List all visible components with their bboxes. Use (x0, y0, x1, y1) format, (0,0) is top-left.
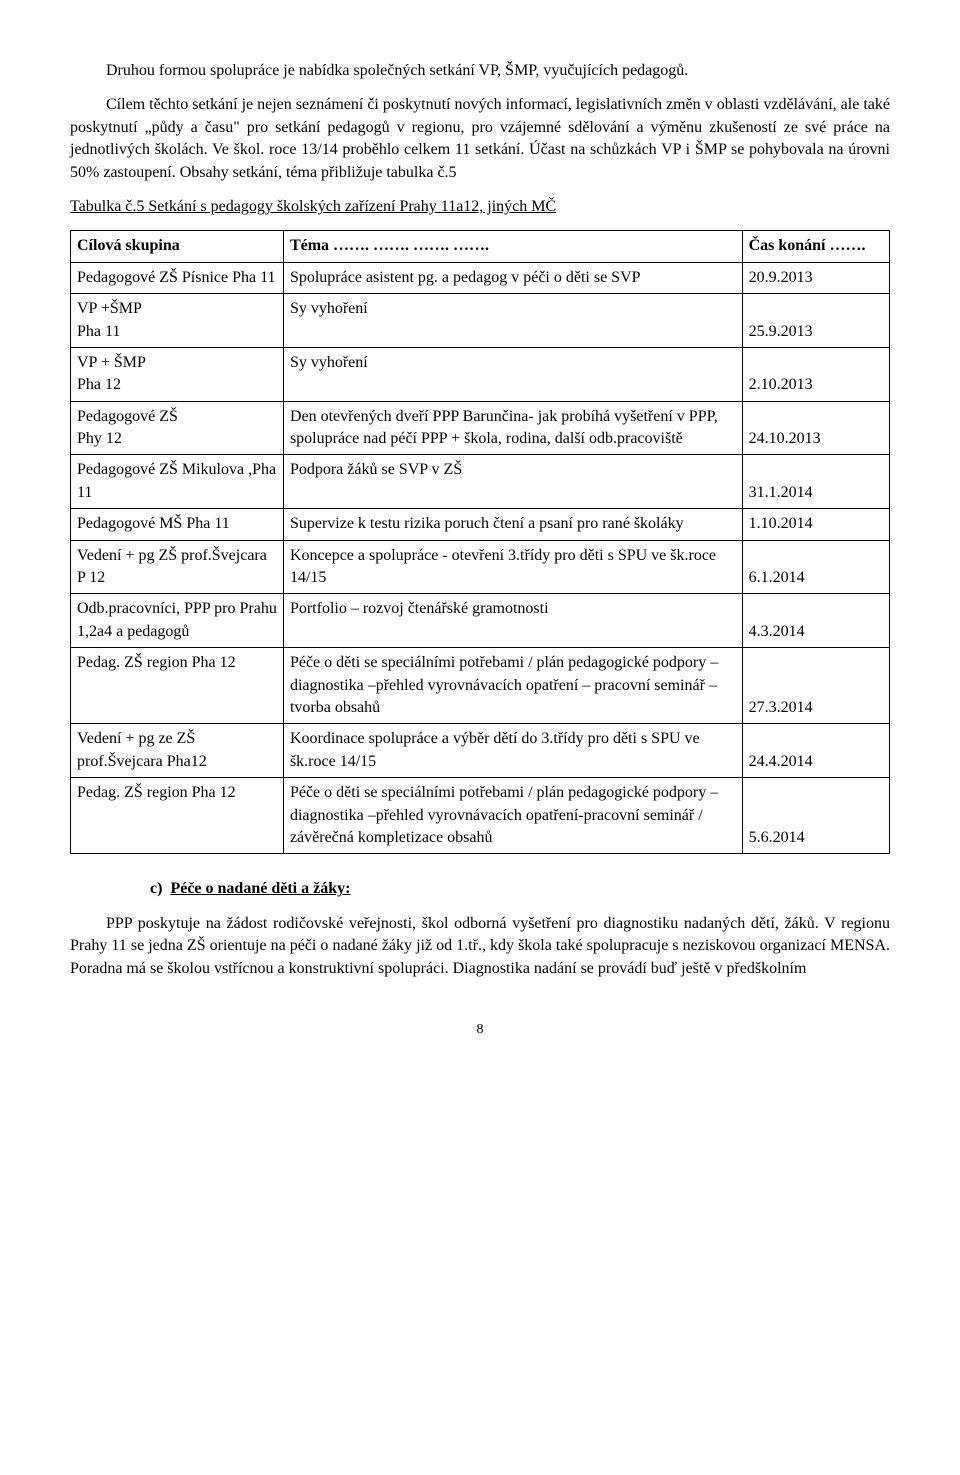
cell-topic: Den otevřených dveří PPP Barunčina- jak … (283, 401, 742, 455)
cell-topic: Sy vyhoření (283, 347, 742, 401)
section-c-heading: c) Péče o nadané děti a žáky: (150, 878, 890, 900)
cell-group: Pedagogové MŠ Pha 11 (71, 509, 284, 540)
cell-date: 24.10.2013 (742, 401, 889, 455)
table-row: Pedagogové ZŠ Písnice Pha 11Spolupráce a… (71, 262, 890, 293)
cell-date: 2.10.2013 (742, 347, 889, 401)
table-row: VP + ŠMP Pha 12Sy vyhoření2.10.2013 (71, 347, 890, 401)
cell-topic: Spolupráce asistent pg. a pedagog v péči… (283, 262, 742, 293)
cell-date: 25.9.2013 (742, 294, 889, 348)
page-number: 8 (70, 1020, 890, 1040)
section-c-label: c) (150, 878, 162, 900)
cell-group: Pedagogové ZŠ Phy 12 (71, 401, 284, 455)
cell-topic: Koordinace spolupráce a výběr dětí do 3.… (283, 724, 742, 778)
cell-group: Pedag. ZŠ region Pha 12 (71, 778, 284, 854)
cell-date: 5.6.2014 (742, 778, 889, 854)
cell-topic: Supervize k testu rizika poruch čtení a … (283, 509, 742, 540)
cell-date: 27.3.2014 (742, 648, 889, 724)
cell-group: Pedagogové ZŠ Písnice Pha 11 (71, 262, 284, 293)
header-col1: Cílová skupina (71, 231, 284, 262)
cell-date: 1.10.2014 (742, 509, 889, 540)
table-row: Pedagogové ZŠ Mikulova ,Pha 11Podpora žá… (71, 455, 890, 509)
cell-topic: Péče o děti se speciálními potřebami / p… (283, 648, 742, 724)
table-row: Vedení + pg ze ZŠ prof.Švejcara Pha12Koo… (71, 724, 890, 778)
header-col2: Téma ……. ……. ……. ……. (283, 231, 742, 262)
table-row: Vedení + pg ZŠ prof.Švejcara P 12Koncepc… (71, 540, 890, 594)
table-row: Pedag. ZŠ region Pha 12Péče o děti se sp… (71, 648, 890, 724)
cell-group: Pedagogové ZŠ Mikulova ,Pha 11 (71, 455, 284, 509)
cell-date: 6.1.2014 (742, 540, 889, 594)
table-caption: Tabulka č.5 Setkání s pedagogy školských… (70, 196, 890, 218)
table-row: Pedagogové ZŠ Phy 12Den otevřených dveří… (71, 401, 890, 455)
cell-group: VP + ŠMP Pha 12 (71, 347, 284, 401)
paragraph-3: PPP poskytuje na žádost rodičovské veřej… (70, 913, 890, 980)
header-col3: Čas konání ……. (742, 231, 889, 262)
table-row: Pedag. ZŠ region Pha 12Péče o děti se sp… (71, 778, 890, 854)
cell-group: Vedení + pg ze ZŠ prof.Švejcara Pha12 (71, 724, 284, 778)
cell-date: 31.1.2014 (742, 455, 889, 509)
table-header-row: Cílová skupina Téma ……. ……. ……. ……. Čas … (71, 231, 890, 262)
paragraph-2: Cílem těchto setkání je nejen seznámení … (70, 94, 890, 184)
cell-group: Odb.pracovníci, PPP pro Prahu 1,2a4 a pe… (71, 594, 284, 648)
cell-group: Pedag. ZŠ region Pha 12 (71, 648, 284, 724)
cell-date: 20.9.2013 (742, 262, 889, 293)
cell-date: 24.4.2014 (742, 724, 889, 778)
cell-topic: Portfolio – rozvoj čtenářské gramotnosti (283, 594, 742, 648)
cell-topic: Sy vyhoření (283, 294, 742, 348)
table-row: Pedagogové MŠ Pha 11Supervize k testu ri… (71, 509, 890, 540)
paragraph-1: Druhou formou spolupráce je nabídka spol… (70, 60, 890, 82)
cell-topic: Péče o děti se speciálními potřebami / p… (283, 778, 742, 854)
meetings-table: Cílová skupina Téma ……. ……. ……. ……. Čas … (70, 230, 890, 854)
table-row: VP +ŠMP Pha 11Sy vyhoření25.9.2013 (71, 294, 890, 348)
cell-topic: Podpora žáků se SVP v ZŠ (283, 455, 742, 509)
table-row: Odb.pracovníci, PPP pro Prahu 1,2a4 a pe… (71, 594, 890, 648)
cell-group: Vedení + pg ZŠ prof.Švejcara P 12 (71, 540, 284, 594)
section-c-title: Péče o nadané děti a žáky: (170, 880, 350, 897)
cell-date: 4.3.2014 (742, 594, 889, 648)
cell-group: VP +ŠMP Pha 11 (71, 294, 284, 348)
cell-topic: Koncepce a spolupráce - otevření 3.třídy… (283, 540, 742, 594)
